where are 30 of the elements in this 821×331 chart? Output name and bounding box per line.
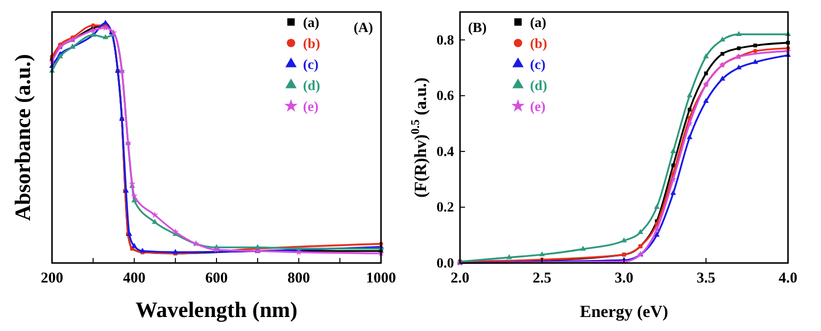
y-tick-label: 0.2 [436,200,454,216]
legend-label: (e) [530,100,546,115]
x-tick-label: 600 [205,270,228,286]
x-tick-label: 800 [288,270,310,286]
y-tick-label: 0.6 [436,89,454,104]
y-axis-title: Absorbance (a.u.) [10,54,35,221]
y-tick-label: 0.8 [436,33,454,48]
x-tick-label: 200 [40,270,64,286]
legend-label: (a) [303,16,320,31]
x-tick-label: 1000 [366,270,396,286]
legend-label: (b) [530,37,548,52]
y-tick-label: 0.4 [436,144,454,160]
x-tick-label: 2.5 [532,270,552,286]
legend-label: (c) [530,58,546,73]
legend-label: (e) [303,100,319,115]
y-tick-label: 0.0 [436,256,454,272]
x-axis-title: Energy (eV) [580,302,668,321]
x-axis-title: Wavelength (nm) [136,297,298,322]
x-tick-label: 3.5 [696,270,716,286]
x-tick-label: 4.0 [778,270,798,286]
annotation: (A) [354,21,374,36]
legend-label: (c) [303,58,319,73]
legend-label: (b) [303,37,320,52]
legend-label: (d) [303,79,320,94]
x-tick-label: 400 [123,270,146,286]
x-tick-label: 2.0 [450,270,470,286]
annotation: (B) [468,21,487,36]
legend-label: (a) [530,16,547,31]
legend-label: (d) [530,79,548,94]
x-tick-label: 3.0 [614,270,634,286]
